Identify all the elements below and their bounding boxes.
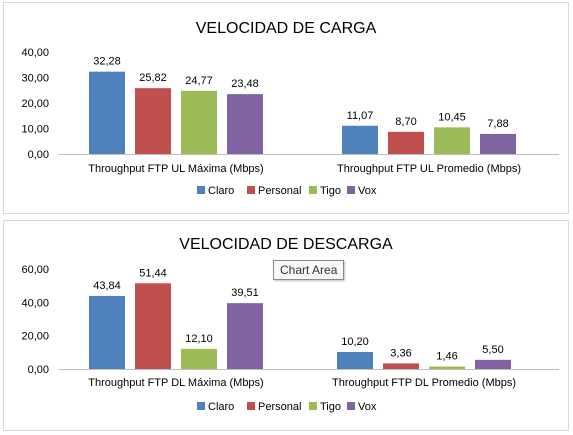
chart-title: VELOCIDAD DE CARGA (196, 20, 377, 37)
bar-tigo (434, 127, 470, 154)
data-label: 25,82 (139, 72, 167, 84)
data-label: 12,10 (185, 333, 213, 345)
bar-vox (480, 133, 516, 154)
legend-label: Tigo (320, 185, 341, 197)
bar-personal (135, 283, 171, 369)
bar-claro (89, 295, 125, 369)
bar-vox (475, 359, 511, 369)
data-label: 11,07 (347, 110, 374, 122)
legend-swatch-personal (247, 402, 255, 410)
legend-label: Personal (258, 401, 301, 413)
legend-label: Claro (208, 401, 234, 413)
data-label: 3,36 (390, 347, 411, 359)
category-label: Throughput FTP DL Promedio (Mbps) (332, 377, 516, 389)
legend-label: Vox (358, 401, 377, 413)
legend-swatch-vox (347, 186, 355, 194)
y-tick-label: 10,00 (21, 124, 49, 136)
bar-claro (342, 125, 378, 154)
chart-area-tooltip: Chart Area (273, 260, 345, 280)
data-label: 43,84 (93, 280, 121, 292)
category-label: Throughput FTP UL Promedio (Mbps) (337, 163, 521, 175)
y-tick-label: 40,00 (21, 297, 49, 309)
y-tick-label: 60,00 (21, 264, 49, 276)
data-label: 51,44 (139, 267, 167, 279)
y-tick-label: 30,00 (21, 73, 49, 85)
legend-swatch-tigo (309, 186, 317, 194)
chart-title: VELOCIDAD DE DESCARGA (179, 236, 393, 253)
legend-label: Tigo (320, 401, 341, 413)
data-label: 24,77 (185, 75, 213, 87)
data-label: 5,50 (482, 344, 503, 356)
y-tick-label: 0,00 (28, 364, 49, 376)
bar-claro (89, 71, 125, 154)
bar-vox (227, 303, 263, 369)
download-speed-chart[interactable]: VELOCIDAD DE DESCARGA 0,00 20,00 40,00 60,00… (3, 220, 569, 431)
legend-swatch-claro (197, 186, 205, 194)
y-tick-label: 20,00 (21, 331, 49, 343)
data-label: 10,20 (341, 336, 369, 348)
data-label: 1,46 (436, 351, 457, 363)
data-label: 23,48 (231, 78, 259, 90)
y-tick-label: 40,00 (21, 47, 49, 59)
bar-vox (227, 94, 263, 154)
data-label: 32,28 (93, 56, 121, 68)
bar-tigo (181, 348, 217, 369)
legend-swatch-vox (347, 402, 355, 410)
bar-claro (337, 352, 373, 369)
bar-personal (388, 131, 424, 154)
data-label: 8,70 (395, 116, 416, 128)
legend-label: Personal (258, 185, 301, 197)
bar-personal (135, 88, 171, 154)
data-label: 10,45 (438, 111, 466, 123)
upload-speed-chart[interactable]: VELOCIDAD DE CARGA 0,00 10,00 20,00 30,00 40,… (3, 2, 569, 214)
category-label: Throughput FTP DL Máxima (Mbps) (88, 377, 263, 389)
download-speed-chart-svg: VELOCIDAD DE DESCARGA 0,00 20,00 40,00 60,00… (21, 236, 559, 413)
y-tick-label: 20,00 (21, 98, 49, 110)
y-tick-label: 0,00 (28, 149, 49, 161)
legend-swatch-personal (247, 186, 255, 194)
legend-label: Vox (358, 185, 377, 197)
category-label: Throughput FTP UL Máxima (Mbps) (88, 163, 263, 175)
data-label: 39,51 (231, 287, 259, 299)
upload-speed-chart-svg: VELOCIDAD DE CARGA 0,00 10,00 20,00 30,00 40,… (21, 20, 559, 197)
bar-tigo (429, 366, 465, 369)
legend-swatch-tigo (309, 402, 317, 410)
bar-tigo (181, 90, 217, 154)
legend-label: Claro (208, 185, 234, 197)
data-label: 7,88 (487, 118, 508, 130)
bar-personal (383, 363, 419, 369)
legend-swatch-claro (197, 402, 205, 410)
